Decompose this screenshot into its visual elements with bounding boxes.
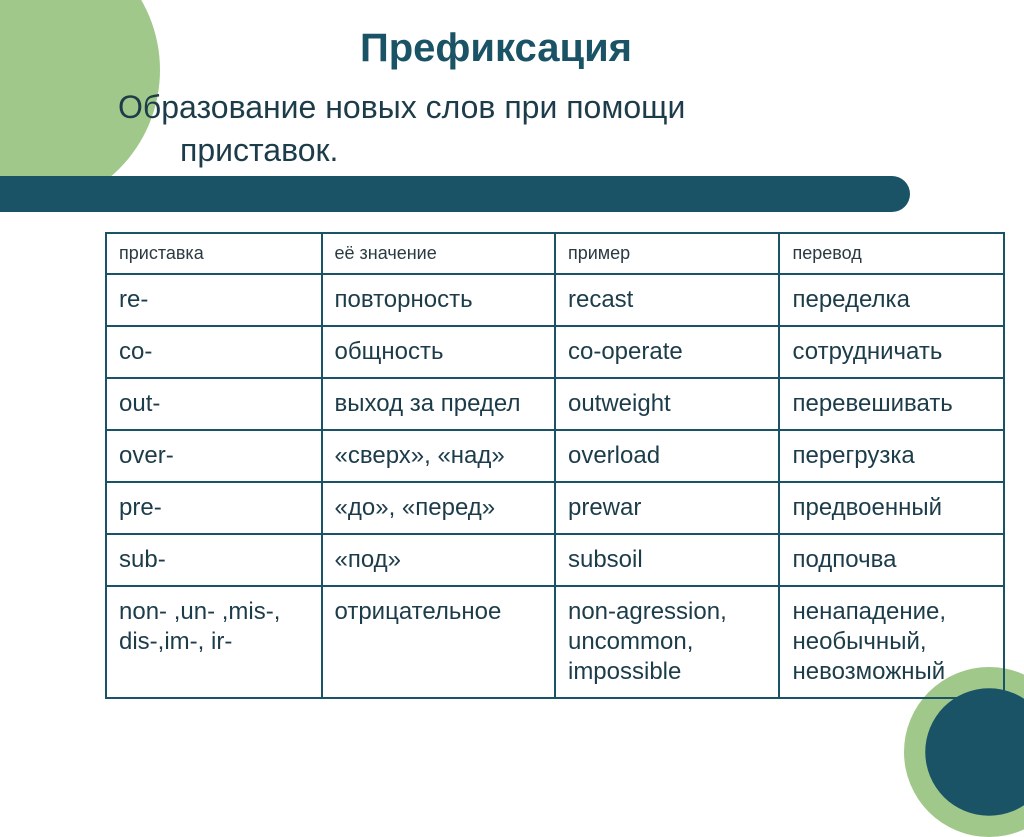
- slide-subtitle: Образование новых слов при помощи приста…: [118, 86, 938, 172]
- table-cell: out-: [106, 378, 322, 430]
- prefix-table-wrap: приставка её значение пример перевод re-…: [105, 232, 1005, 699]
- table-cell: re-: [106, 274, 322, 326]
- table-cell: ненападение, необычный, невозможный: [779, 586, 1004, 698]
- table-cell: общность: [322, 326, 555, 378]
- table-cell: перевешивать: [779, 378, 1004, 430]
- header-meaning: её значение: [322, 233, 555, 274]
- subtitle-line2: приставок.: [180, 132, 338, 168]
- table-cell: переделка: [779, 274, 1004, 326]
- table-cell: отрицательное: [322, 586, 555, 698]
- table-cell: co-operate: [555, 326, 780, 378]
- table-cell: prewar: [555, 482, 780, 534]
- table-row: pre-«до», «перед»prewarпредвоенный: [106, 482, 1004, 534]
- table-cell: выход за предел: [322, 378, 555, 430]
- decor-banner: [0, 176, 910, 212]
- table-cell: recast: [555, 274, 780, 326]
- table-cell: «под»: [322, 534, 555, 586]
- table-row: out-выход за пределoutweightперевешивать: [106, 378, 1004, 430]
- table-cell: outweight: [555, 378, 780, 430]
- table-cell: повторность: [322, 274, 555, 326]
- table-cell: non- ,un- ,mis-, dis-,im-, ir-: [106, 586, 322, 698]
- subtitle-line1: Образование новых слов при помощи: [118, 89, 685, 125]
- table-cell: non-agression, uncommon, impossible: [555, 586, 780, 698]
- table-row: non- ,un- ,mis-, dis-,im-, ir-отрицатель…: [106, 586, 1004, 698]
- table-header-row: приставка её значение пример перевод: [106, 233, 1004, 274]
- table-cell: overload: [555, 430, 780, 482]
- table-cell: sub-: [106, 534, 322, 586]
- table-cell: subsoil: [555, 534, 780, 586]
- header-prefix: приставка: [106, 233, 322, 274]
- table-cell: предвоенный: [779, 482, 1004, 534]
- table-cell: перегрузка: [779, 430, 1004, 482]
- table-cell: подпочва: [779, 534, 1004, 586]
- slide-title: Префиксация: [360, 26, 632, 71]
- table-cell: pre-: [106, 482, 322, 534]
- table-row: co-общностьco-operateсотрудничать: [106, 326, 1004, 378]
- table-cell: «до», «перед»: [322, 482, 555, 534]
- table-cell: сотрудничать: [779, 326, 1004, 378]
- table-row: sub-«под»subsoilподпочва: [106, 534, 1004, 586]
- header-translation: перевод: [779, 233, 1004, 274]
- table-row: over-«сверх», «над»overloadперегрузка: [106, 430, 1004, 482]
- table-cell: «сверх», «над»: [322, 430, 555, 482]
- header-example: пример: [555, 233, 780, 274]
- table-cell: over-: [106, 430, 322, 482]
- prefix-table: приставка её значение пример перевод re-…: [105, 232, 1005, 699]
- table-row: re-повторностьrecastпеределка: [106, 274, 1004, 326]
- table-cell: co-: [106, 326, 322, 378]
